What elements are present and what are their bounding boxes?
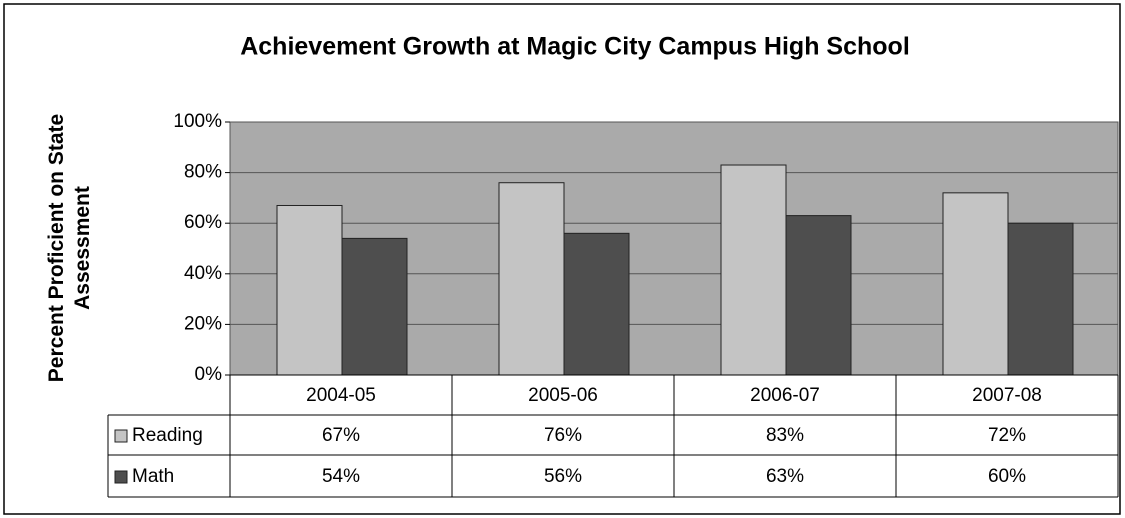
y-tick-label: 40% (184, 263, 222, 284)
data-label: 76% (544, 425, 582, 446)
y-tick-label: 80% (184, 162, 222, 183)
y-axis-label-line: Assessment (71, 186, 94, 310)
y-tick-label: 20% (184, 313, 222, 334)
y-tick-label: 60% (184, 212, 222, 233)
data-label: 67% (322, 425, 360, 446)
bar (1007, 222, 1074, 376)
y-axis-label-line: Percent Proficient on State (45, 114, 68, 382)
y-tick-label: 0% (195, 364, 223, 385)
legend-label: Math (132, 466, 174, 487)
data-label: 63% (766, 466, 804, 487)
bar (785, 215, 852, 376)
x-tick-label: 2004-05 (306, 385, 376, 406)
x-tick-label: 2005-06 (528, 385, 598, 406)
bar (720, 164, 787, 376)
y-tick-label: 100% (173, 111, 222, 132)
data-label: 56% (544, 466, 582, 487)
chart-title: Achievement Growth at Magic City Campus … (240, 33, 910, 61)
legend-label: Reading (132, 425, 203, 446)
x-tick-label: 2007-08 (972, 385, 1042, 406)
data-label: 72% (988, 425, 1026, 446)
bar (498, 182, 565, 376)
y-axis-label: Percent Proficient on State Assessment (45, 114, 94, 382)
data-label: 54% (322, 466, 360, 487)
x-tick-label: 2006-07 (750, 385, 820, 406)
bar (341, 237, 408, 376)
bar (942, 192, 1009, 376)
legend-swatch (114, 429, 128, 443)
data-label: 60% (988, 466, 1026, 487)
bar (276, 204, 343, 376)
data-label: 83% (766, 425, 804, 446)
bar (563, 232, 630, 376)
legend-swatch (114, 470, 128, 484)
